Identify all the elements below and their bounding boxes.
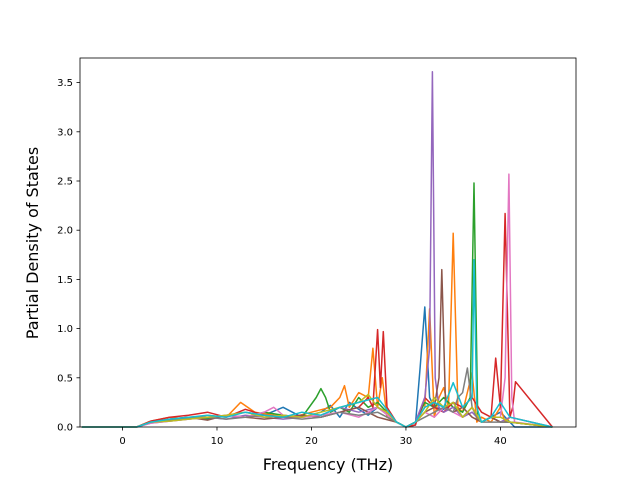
x-tick-label: 40 [494, 436, 507, 447]
series-line-9 [81, 393, 553, 428]
x-axis-label: Frequency (THz) [263, 455, 393, 474]
series-line-2 [81, 232, 553, 428]
y-tick-label: 0.0 [57, 423, 73, 434]
y-axis-label: Partial Density of States [23, 147, 42, 339]
x-tick-label: 10 [211, 436, 224, 447]
series-line-7 [81, 173, 553, 428]
series-line-6 [81, 268, 553, 428]
x-tick-label: 0 [119, 436, 125, 447]
x-tick-label: 20 [305, 436, 318, 447]
y-tick-label: 1.0 [57, 324, 73, 335]
y-tick-label: 2.5 [57, 177, 73, 188]
y-tick-label: 1.5 [57, 275, 73, 286]
y-tick-label: 2.0 [57, 226, 73, 237]
y-tick-label: 0.5 [57, 373, 73, 384]
series-line-3 [81, 182, 553, 428]
y-tick-label: 3.0 [57, 127, 73, 138]
x-tick-label: 30 [400, 436, 413, 447]
plot-frame [79, 57, 577, 428]
series-line-10 [81, 258, 553, 428]
series-layer [81, 71, 553, 428]
series-line-1 [81, 306, 553, 428]
axes-layer: 0 10 20 30 40 0.0 0.5 1.0 1.5 2.0 2.5 3.0 3.5 [57, 57, 577, 447]
y-tick-label: 3.5 [57, 78, 73, 89]
series-line-5 [81, 71, 553, 428]
